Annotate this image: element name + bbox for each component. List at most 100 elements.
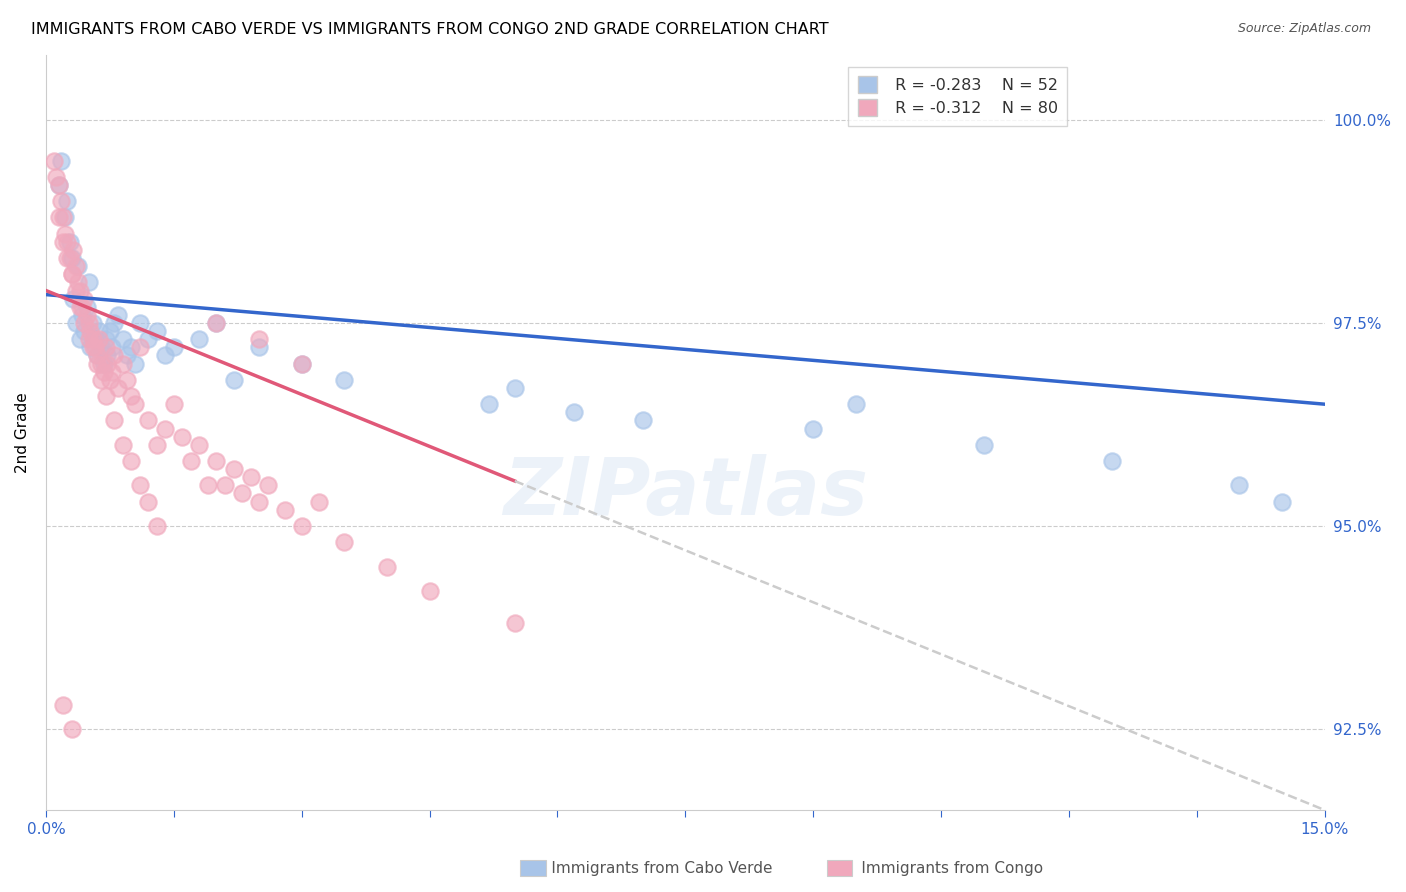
Point <box>96 349 118 363</box>
Point <box>214 478 236 492</box>
Point <box>273 502 295 516</box>
Text: IMMIGRANTS FROM CABO VERDE VS IMMIGRANTS FROM CONGO 2ND GRADE CORRELATION CHART: IMMIGRANTS FROM CABO VERDE VS IMMIGRANTS… <box>31 22 828 37</box>
Point <box>65 259 87 273</box>
Point <box>136 332 159 346</box>
Point <box>73 292 96 306</box>
Point <box>333 373 356 387</box>
Point <box>845 397 868 411</box>
Point <box>107 308 129 322</box>
Point <box>84 332 107 346</box>
Point <box>107 381 129 395</box>
Point <box>333 535 356 549</box>
Point <box>56 251 79 265</box>
Y-axis label: 2nd Grade: 2nd Grade <box>15 392 30 473</box>
Point <box>222 373 245 387</box>
Point <box>375 559 398 574</box>
Point <box>84 340 107 354</box>
Point <box>103 349 125 363</box>
Point <box>155 349 177 363</box>
Point <box>308 494 330 508</box>
Point <box>44 153 66 168</box>
Point <box>67 259 90 273</box>
Point <box>115 349 138 363</box>
Point <box>79 324 101 338</box>
Text: Source: ZipAtlas.com: Source: ZipAtlas.com <box>1237 22 1371 36</box>
Point <box>146 519 169 533</box>
Point <box>146 324 169 338</box>
Point <box>256 478 278 492</box>
Point <box>48 178 70 192</box>
Point <box>51 194 73 209</box>
Point <box>1229 478 1251 492</box>
Point <box>120 340 142 354</box>
Point <box>155 421 177 435</box>
Point <box>73 324 96 338</box>
Point <box>67 276 90 290</box>
Text: Immigrants from Congo: Immigrants from Congo <box>837 862 1043 876</box>
Point <box>291 357 314 371</box>
Point <box>48 211 70 225</box>
Point <box>82 332 104 346</box>
Point <box>94 332 117 346</box>
Point <box>65 316 87 330</box>
Point <box>128 478 150 492</box>
Point <box>146 438 169 452</box>
Point <box>291 519 314 533</box>
Point <box>247 340 270 354</box>
Point <box>115 373 138 387</box>
Point <box>94 340 117 354</box>
Point <box>82 316 104 330</box>
Point <box>1271 494 1294 508</box>
Point <box>136 494 159 508</box>
Point <box>59 251 82 265</box>
Point <box>239 470 262 484</box>
Point <box>231 486 253 500</box>
Point <box>1101 454 1123 468</box>
Point <box>197 478 219 492</box>
Point <box>247 494 270 508</box>
Point <box>111 332 134 346</box>
Point <box>86 349 108 363</box>
Point <box>503 616 526 631</box>
Point <box>56 194 79 209</box>
Point <box>65 284 87 298</box>
Point <box>79 340 101 354</box>
Point <box>82 340 104 354</box>
Point <box>163 340 186 354</box>
Point <box>90 373 112 387</box>
Point <box>124 357 146 371</box>
Point <box>247 332 270 346</box>
Point <box>120 454 142 468</box>
Point <box>70 300 93 314</box>
Point <box>62 292 84 306</box>
Point <box>222 462 245 476</box>
Point <box>60 722 83 736</box>
Point <box>77 316 100 330</box>
Point <box>205 316 228 330</box>
Point <box>631 413 654 427</box>
Point <box>90 340 112 354</box>
Point <box>564 405 586 419</box>
Point <box>93 365 115 379</box>
Point <box>93 357 115 371</box>
Point <box>56 235 79 249</box>
Point <box>60 251 83 265</box>
Point <box>45 169 67 184</box>
Point <box>98 324 121 338</box>
Point <box>52 211 75 225</box>
Point <box>291 357 314 371</box>
Point <box>76 308 98 322</box>
Text: ZIPatlas: ZIPatlas <box>503 454 868 532</box>
Legend:  R = -0.283    N = 52,  R = -0.312    N = 80: R = -0.283 N = 52, R = -0.312 N = 80 <box>848 67 1067 126</box>
Point <box>111 438 134 452</box>
Point <box>69 332 91 346</box>
Point <box>94 389 117 403</box>
Point <box>51 153 73 168</box>
Point <box>101 340 124 354</box>
Point <box>478 397 501 411</box>
Point <box>52 698 75 712</box>
Text: Immigrants from Cabo Verde: Immigrants from Cabo Verde <box>527 862 773 876</box>
Point <box>90 357 112 371</box>
Point <box>111 357 134 371</box>
Point <box>124 397 146 411</box>
